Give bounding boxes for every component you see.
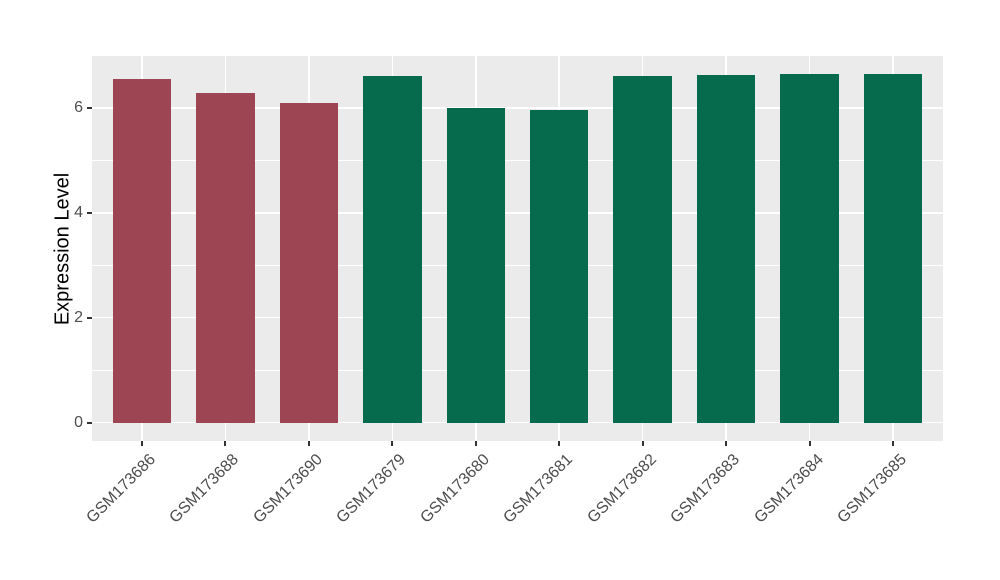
x-tick-mark — [391, 441, 394, 446]
y-tick-mark — [87, 106, 92, 109]
x-tick-label: GSM173685 — [834, 451, 910, 527]
bar — [613, 75, 672, 423]
bar — [112, 79, 172, 423]
y-tick-label: 2 — [74, 308, 83, 326]
y-gridline-minor — [92, 159, 943, 161]
x-tick-label: GSM173684 — [750, 451, 827, 527]
y-gridline-minor — [92, 264, 943, 266]
bar — [363, 76, 422, 423]
y-tick-label: 6 — [74, 98, 83, 116]
x-tick-label: GSM173681 — [500, 451, 577, 527]
plot-panel — [92, 56, 943, 441]
y-gridline-minor — [92, 369, 943, 371]
y-gridline-major — [92, 107, 943, 109]
bar — [696, 74, 756, 423]
x-tick-label: GSM173686 — [83, 451, 160, 527]
x-tick-label: GSM173682 — [584, 451, 660, 527]
x-tick-label: GSM173680 — [417, 451, 493, 527]
y-tick-mark — [87, 316, 92, 319]
x-tick-mark — [141, 441, 144, 446]
x-tick-mark — [725, 441, 728, 446]
bar — [196, 93, 255, 423]
x-tick-label: GSM173683 — [667, 451, 744, 527]
x-tick-mark — [224, 441, 227, 446]
x-tick-mark — [558, 441, 561, 446]
y-tick-mark — [87, 421, 92, 424]
bar — [780, 73, 839, 423]
bar — [863, 73, 923, 423]
bar — [279, 102, 339, 423]
bar — [446, 107, 505, 423]
y-gridline-major — [92, 316, 943, 319]
y-tick-label: 0 — [74, 413, 83, 431]
x-tick-mark — [307, 441, 310, 446]
bar — [530, 110, 589, 423]
x-tick-mark — [474, 441, 477, 446]
y-tick-label: 4 — [74, 203, 83, 221]
x-tick-label: GSM173690 — [250, 451, 326, 527]
x-tick-mark — [641, 441, 644, 446]
y-tick-mark — [87, 211, 92, 214]
y-gridline-major — [92, 421, 943, 424]
x-tick-label: GSM173688 — [166, 451, 243, 527]
x-tick-label: GSM173679 — [333, 451, 410, 527]
x-tick-mark — [808, 441, 811, 446]
x-tick-mark — [891, 441, 894, 446]
y-axis-title: Expression Level — [51, 172, 74, 325]
y-gridline-major — [92, 212, 943, 214]
